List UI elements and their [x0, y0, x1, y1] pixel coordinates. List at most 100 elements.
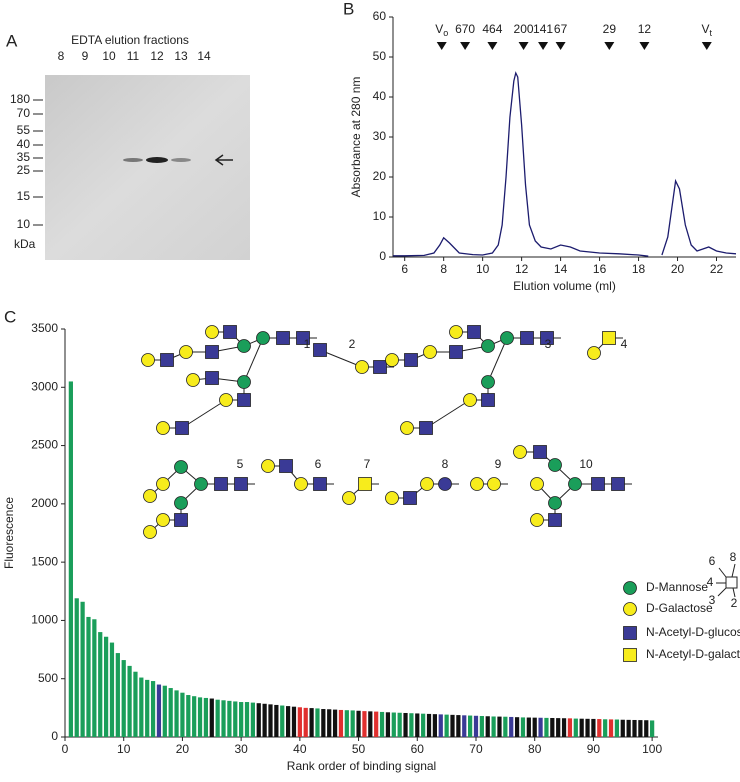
glycan-link: [487, 337, 508, 383]
bar: [520, 717, 526, 737]
marker-triangle: [639, 42, 650, 50]
bar: [632, 719, 637, 737]
galactose: [385, 491, 399, 505]
marker-subscript: o: [443, 28, 448, 38]
galactose: [143, 489, 157, 503]
mannose: [500, 331, 514, 345]
legend-label: D-Galactose: [646, 601, 713, 615]
bar: [115, 653, 120, 737]
marker-label: 200: [514, 22, 534, 36]
bar: [227, 700, 232, 737]
glcnac: [481, 393, 495, 407]
marker-triangle: [487, 42, 498, 50]
bar: [280, 705, 285, 737]
bar: [379, 711, 385, 737]
bar: [561, 718, 567, 737]
mannose: [237, 339, 251, 353]
lane-label: 12: [150, 49, 164, 63]
bar: [291, 706, 297, 737]
gel-image: [45, 75, 250, 260]
marker-label: Vo: [435, 22, 448, 38]
marker-label: 670: [455, 22, 475, 36]
glycan-number: 4: [621, 337, 628, 351]
bar: [479, 716, 484, 737]
bar: [497, 716, 502, 737]
glcnac: [237, 393, 251, 407]
galactose: [156, 513, 170, 527]
bar: [591, 718, 596, 737]
galactose: [423, 345, 437, 359]
x-tick-label: 100: [642, 742, 662, 756]
mannose: [548, 496, 562, 510]
glcnac: [533, 445, 547, 459]
bar: [221, 700, 226, 737]
marker-label: 25: [17, 163, 31, 177]
bar: [332, 709, 338, 737]
lane-label: 9: [82, 49, 89, 63]
linkage-line: [718, 567, 727, 578]
elution-trace: [393, 71, 737, 257]
y-tick-label: 60: [373, 9, 387, 23]
bar: [150, 681, 156, 737]
x-tick-label: 22: [710, 262, 724, 276]
x-tick-label: 70: [469, 742, 483, 756]
linkage-number: 8: [730, 550, 737, 564]
x-tick-label: 6: [401, 262, 408, 276]
bar: [321, 709, 326, 737]
marker-triangle: [436, 42, 447, 50]
bar: [203, 697, 209, 737]
y-tick-label: 2000: [31, 496, 58, 510]
y-tick-label: 2500: [31, 438, 58, 452]
glycan-link: [181, 399, 227, 429]
bar: [485, 716, 490, 737]
marker-label: 35: [17, 150, 31, 164]
galactose: [400, 421, 414, 435]
lane-label: 14: [197, 49, 211, 63]
band-arrow: [214, 154, 233, 166]
bar: [274, 704, 279, 737]
x-tick-label: 30: [234, 742, 248, 756]
marker-triangle: [538, 42, 549, 50]
marker-label: Vt: [702, 22, 713, 38]
linkage-line: [731, 563, 736, 578]
marker-text: 141: [533, 22, 553, 36]
galnac: [602, 331, 616, 345]
bar: [80, 601, 85, 737]
bar: [156, 684, 162, 737]
glcnac: [623, 626, 637, 640]
y-tick-label: 3000: [31, 379, 58, 393]
bar: [638, 720, 643, 737]
bar: [397, 712, 402, 737]
gel-title: EDTA elution fractions: [71, 33, 189, 47]
bar: [538, 717, 543, 737]
bar: [491, 716, 496, 737]
lane-label: 13: [174, 49, 188, 63]
galactose: [420, 477, 434, 491]
bar: [297, 707, 302, 737]
bar: [385, 712, 391, 737]
y-tick-label: 0: [51, 729, 58, 743]
bar: [180, 692, 185, 737]
galactose: [205, 325, 219, 339]
panel-label: C: [4, 307, 16, 326]
bar: [503, 716, 508, 737]
galactose: [355, 360, 369, 374]
bar: [121, 660, 126, 737]
mannose: [548, 458, 562, 472]
marker-triangle: [555, 42, 566, 50]
bar: [550, 717, 555, 737]
marker-triangle: [701, 42, 712, 50]
bar: [192, 696, 197, 737]
glcnac: [223, 325, 237, 339]
x-tick-label: 20: [176, 742, 190, 756]
mannose: [174, 496, 188, 510]
bar: [186, 695, 191, 737]
bar: [338, 709, 344, 737]
marker-text: V: [702, 22, 710, 36]
galactose: [470, 477, 484, 491]
marker-label: 12: [638, 22, 652, 36]
y-tick-label: 3500: [31, 321, 58, 335]
bar: [426, 713, 432, 737]
bar: [626, 719, 631, 737]
bar: [650, 720, 655, 737]
